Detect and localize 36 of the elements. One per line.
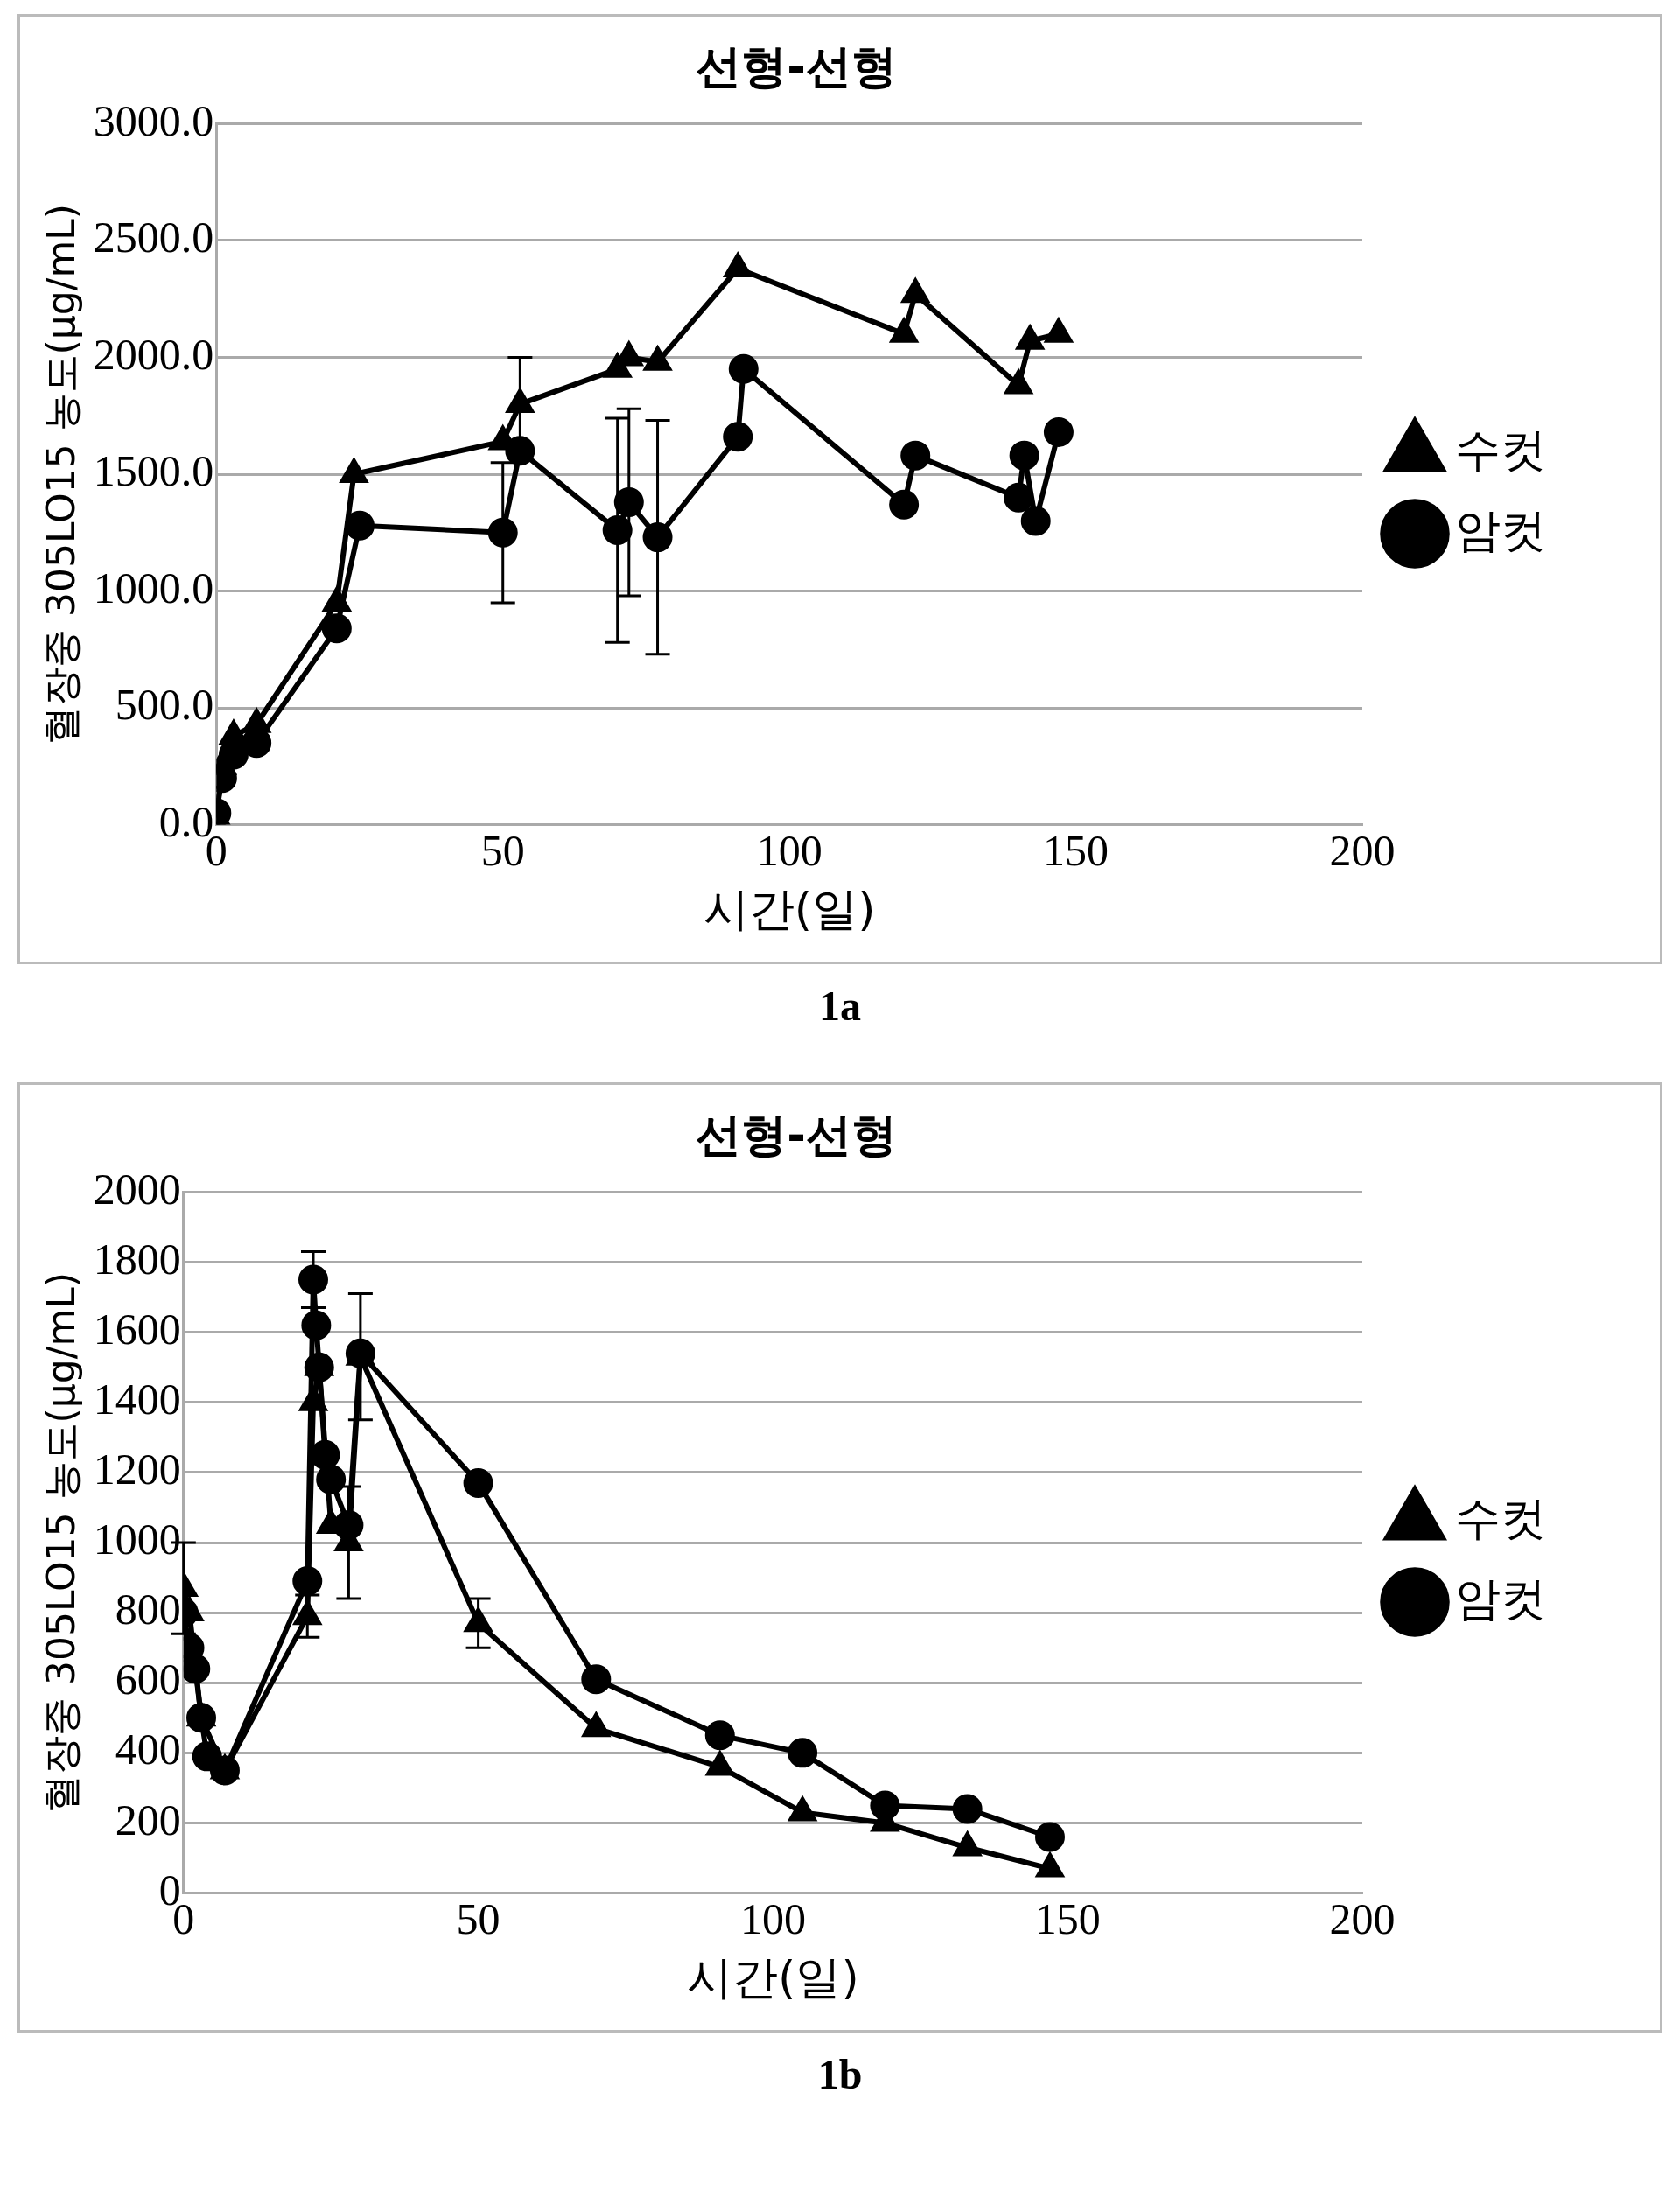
- legend-label: 수컷: [1455, 1491, 1546, 1544]
- y-tick-label: 3000.0: [93, 95, 214, 145]
- y-tick-label: 2500.0: [93, 213, 214, 262]
- y-tick-label: 1000: [93, 1515, 181, 1564]
- text: 1b: [816, 2050, 864, 2098]
- y-tick-label: 600: [115, 1655, 181, 1704]
- y-tick-label: 800: [115, 1585, 181, 1634]
- x-tick-label: 200: [1329, 825, 1396, 875]
- y-tick-label: 1500.0: [93, 446, 214, 496]
- y-tick-label: 1000.0: [93, 563, 214, 612]
- legend-label: 수컷: [1455, 423, 1546, 476]
- legend-label: 암컷: [1455, 1571, 1546, 1625]
- x-axis-title: 시간(일): [703, 883, 876, 936]
- x-tick-label: 100: [756, 825, 822, 875]
- x-axis-title: 시간(일): [687, 1951, 859, 2005]
- text: 1a: [818, 982, 862, 1030]
- x-tick-label: 50: [480, 825, 525, 875]
- y-tick-label: 1400: [93, 1374, 181, 1424]
- y-tick-label: 400: [115, 1725, 181, 1774]
- y-tick-label: 2000: [93, 1164, 181, 1214]
- x-tick-label: 100: [739, 1893, 806, 1943]
- x-tick-label: 50: [456, 1893, 500, 1943]
- y-axis-title: 혈장중 305LO15 농도(μg/mL): [38, 204, 83, 745]
- y-tick-label: 1600: [93, 1304, 181, 1354]
- y-tick-label: 200: [115, 1795, 181, 1844]
- legend-label: 암컷: [1455, 503, 1546, 556]
- x-tick-label: 150: [1043, 825, 1110, 875]
- x-tick-label: 200: [1329, 1893, 1396, 1943]
- x-tick-label: 150: [1034, 1893, 1101, 1943]
- y-tick-label: 2000.0: [93, 329, 214, 379]
- chart-title: 선형-선형: [696, 1108, 897, 1161]
- y-tick-label: 1800: [93, 1234, 181, 1284]
- y-tick-label: 500.0: [115, 680, 214, 730]
- y-axis-title: 혈장중 305LO15 농도(μg/mL): [38, 1272, 83, 1813]
- y-tick-label: 1200: [93, 1445, 181, 1494]
- chart-title: 선형-선형: [696, 39, 897, 93]
